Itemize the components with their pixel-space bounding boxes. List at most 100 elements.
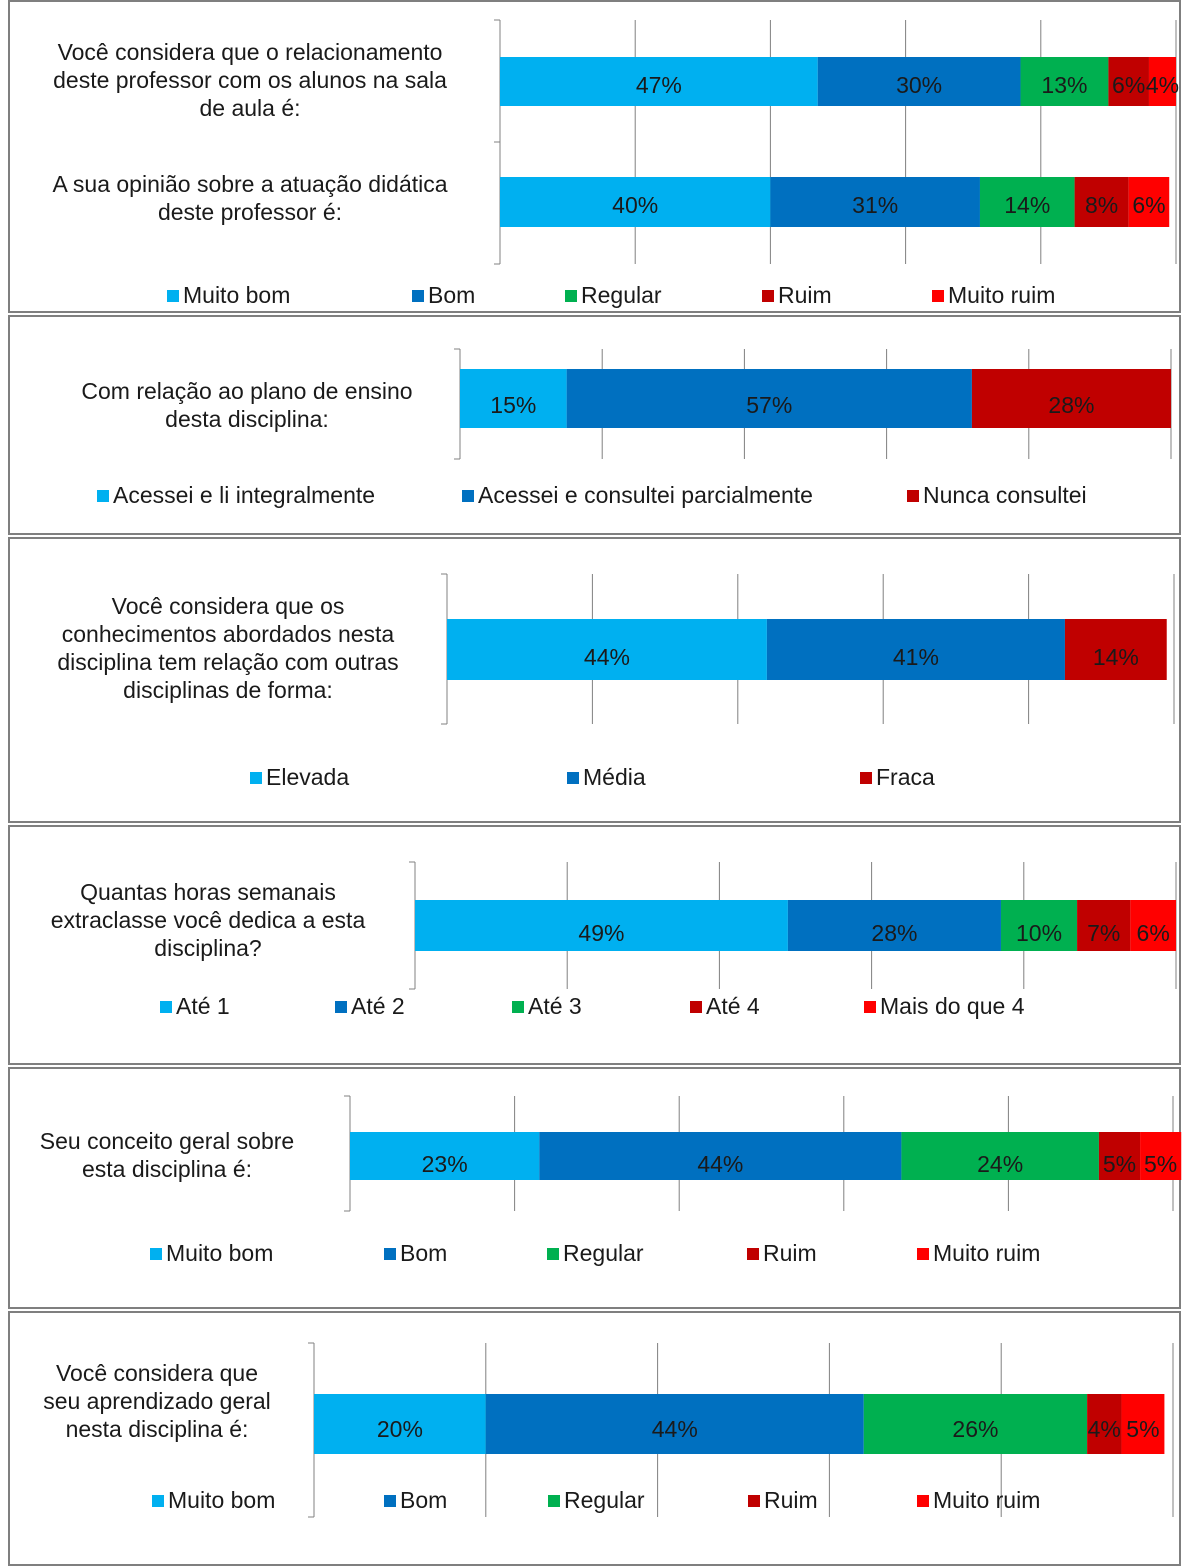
legend-label: Bom (428, 282, 476, 308)
chart-panel: 23% 44% 24% 5% 5% Seu conceito geral sobre est… (8, 1067, 1182, 1309)
legend-swatch (932, 289, 944, 302)
legend-item: Ruim (748, 1487, 818, 1514)
legend-swatch (160, 1000, 172, 1013)
data-label: 14% (1093, 644, 1139, 670)
legend-swatch (152, 1494, 164, 1507)
bar-segment (971, 369, 1171, 428)
category-label-line: disciplina tem relação com outras (57, 649, 399, 675)
legend-item: Muito ruim (917, 1487, 1040, 1514)
bar-segment (1098, 1132, 1141, 1180)
legend-label: Até 2 (351, 993, 405, 1019)
data-label: 5% (1144, 1151, 1177, 1177)
data-label: 28% (1048, 392, 1094, 418)
data-label: 6% (1132, 192, 1165, 218)
category-label: Você considera que os conhecimentos abord… (0, 592, 468, 704)
data-label: 44% (652, 1416, 698, 1442)
legend-item: Regular (547, 1240, 644, 1267)
legend-label: Bom (400, 1487, 448, 1513)
legend-label: Até 1 (176, 993, 230, 1019)
data-label: 5% (1103, 1151, 1136, 1177)
legend-label: Muito bom (166, 1240, 274, 1266)
legend: Acessei e li integralmente Acessei e cons… (10, 482, 1179, 512)
legend-label: Mais do que 4 (880, 993, 1025, 1019)
bar-segment (901, 1132, 1099, 1180)
legend-item: Ruim (747, 1240, 817, 1267)
legend-swatch (412, 289, 424, 302)
category-label-line: desta disciplina: (165, 406, 329, 432)
legend-label: Elevada (266, 764, 350, 790)
data-label: 31% (852, 192, 898, 218)
category-label-line: deste professor com os alunos na sala (53, 67, 447, 93)
stacked-bar-chart: 15% 57% 28% (454, 348, 1172, 460)
legend-item: Muito ruim (917, 1240, 1040, 1267)
data-label: 8% (1085, 192, 1118, 218)
category-label: Com relação ao plano de ensino desta disc… (7, 377, 487, 433)
legend-item: Nunca consultei (907, 482, 1087, 509)
legend-item: Muito bom (152, 1487, 275, 1514)
data-label: 40% (612, 192, 658, 218)
category-label-line: seu aprendizado geral (43, 1388, 271, 1414)
legend: Muito bom Bom Regular Ruim Muito ruim (10, 282, 1179, 312)
data-label: 49% (578, 920, 624, 946)
category-label-line: esta disciplina é: (81, 1156, 253, 1182)
legend-item: Até 3 (512, 993, 582, 1020)
data-label: 28% (871, 920, 917, 946)
legend: Muito bom Bom Regular Ruim Muito ruim (10, 1487, 1179, 1517)
chart-panel: 47% 30% 13% 6% 4% 40% 31% 14% 8% 6% Você considera… (8, 0, 1181, 313)
bar-segment (485, 1394, 864, 1454)
bar-segment (350, 1132, 540, 1180)
category-label-line: disciplina? (154, 935, 262, 961)
legend-label: Média (583, 764, 646, 790)
legend-item: Regular (548, 1487, 645, 1514)
category-axis (494, 19, 501, 265)
data-label: 14% (1004, 192, 1050, 218)
chart-panel: 15% 57% 28% Com relação ao plano de ensino d… (8, 315, 1181, 535)
legend-label: Muito ruim (933, 1240, 1041, 1266)
data-label: 30% (896, 72, 942, 98)
legend-label: Muito ruim (933, 1487, 1041, 1513)
legend-item: Média (567, 764, 646, 791)
legend: Elevada Média Fraca (10, 764, 1179, 794)
legend-label: Regular (563, 1240, 644, 1266)
data-label: 10% (1016, 920, 1062, 946)
legend-item: Elevada (250, 764, 349, 791)
legend-swatch (565, 289, 577, 302)
bar-segment (817, 57, 1021, 106)
legend-item: Ruim (762, 282, 832, 309)
bar-segment (1140, 1132, 1182, 1180)
bar-segment (1064, 619, 1167, 680)
legend-swatch (860, 771, 872, 784)
legend-item: Bom (412, 282, 475, 309)
legend-swatch (690, 1000, 702, 1013)
bar-segment (979, 177, 1075, 227)
legend-item: Regular (565, 282, 662, 309)
legend-swatch (917, 1494, 929, 1507)
legend-item: Até 2 (335, 993, 405, 1020)
bar-segment (566, 369, 972, 428)
legend-swatch (512, 1000, 524, 1013)
legend-item: Bom (384, 1240, 447, 1267)
category-label: Você considera que o relacionamento deste… (10, 38, 490, 122)
legend-item: Fraca (860, 764, 935, 791)
legend-label: Regular (564, 1487, 645, 1513)
legend-swatch (748, 1494, 760, 1507)
data-label: 57% (746, 392, 792, 418)
data-label: 24% (977, 1151, 1023, 1177)
legend-swatch (747, 1247, 759, 1260)
stacked-bar-chart: 49% 28% 10% 7% 6% (409, 861, 1177, 990)
data-label: 47% (636, 72, 682, 98)
legend-swatch (864, 1000, 876, 1013)
chart-panel: 44% 41% 14% Você considera que os conhecimen… (8, 537, 1181, 823)
legend-item: Muito bom (167, 282, 290, 309)
bar-segment (1020, 57, 1109, 106)
data-label: 44% (584, 644, 630, 670)
data-label: 6% (1137, 920, 1170, 946)
legend-label: Muito bom (168, 1487, 276, 1513)
category-label-line: disciplinas de forma: (123, 677, 333, 703)
legend-swatch (97, 489, 109, 502)
category-label: Quantas horas semanais extraclasse você d… (0, 878, 448, 962)
legend-swatch (917, 1247, 929, 1260)
bar-segment (863, 1394, 1088, 1454)
category-label-line: A sua opinião sobre a atuação didática (52, 171, 448, 197)
category-label: Seu conceito geral sobre esta disciplina … (0, 1127, 407, 1183)
